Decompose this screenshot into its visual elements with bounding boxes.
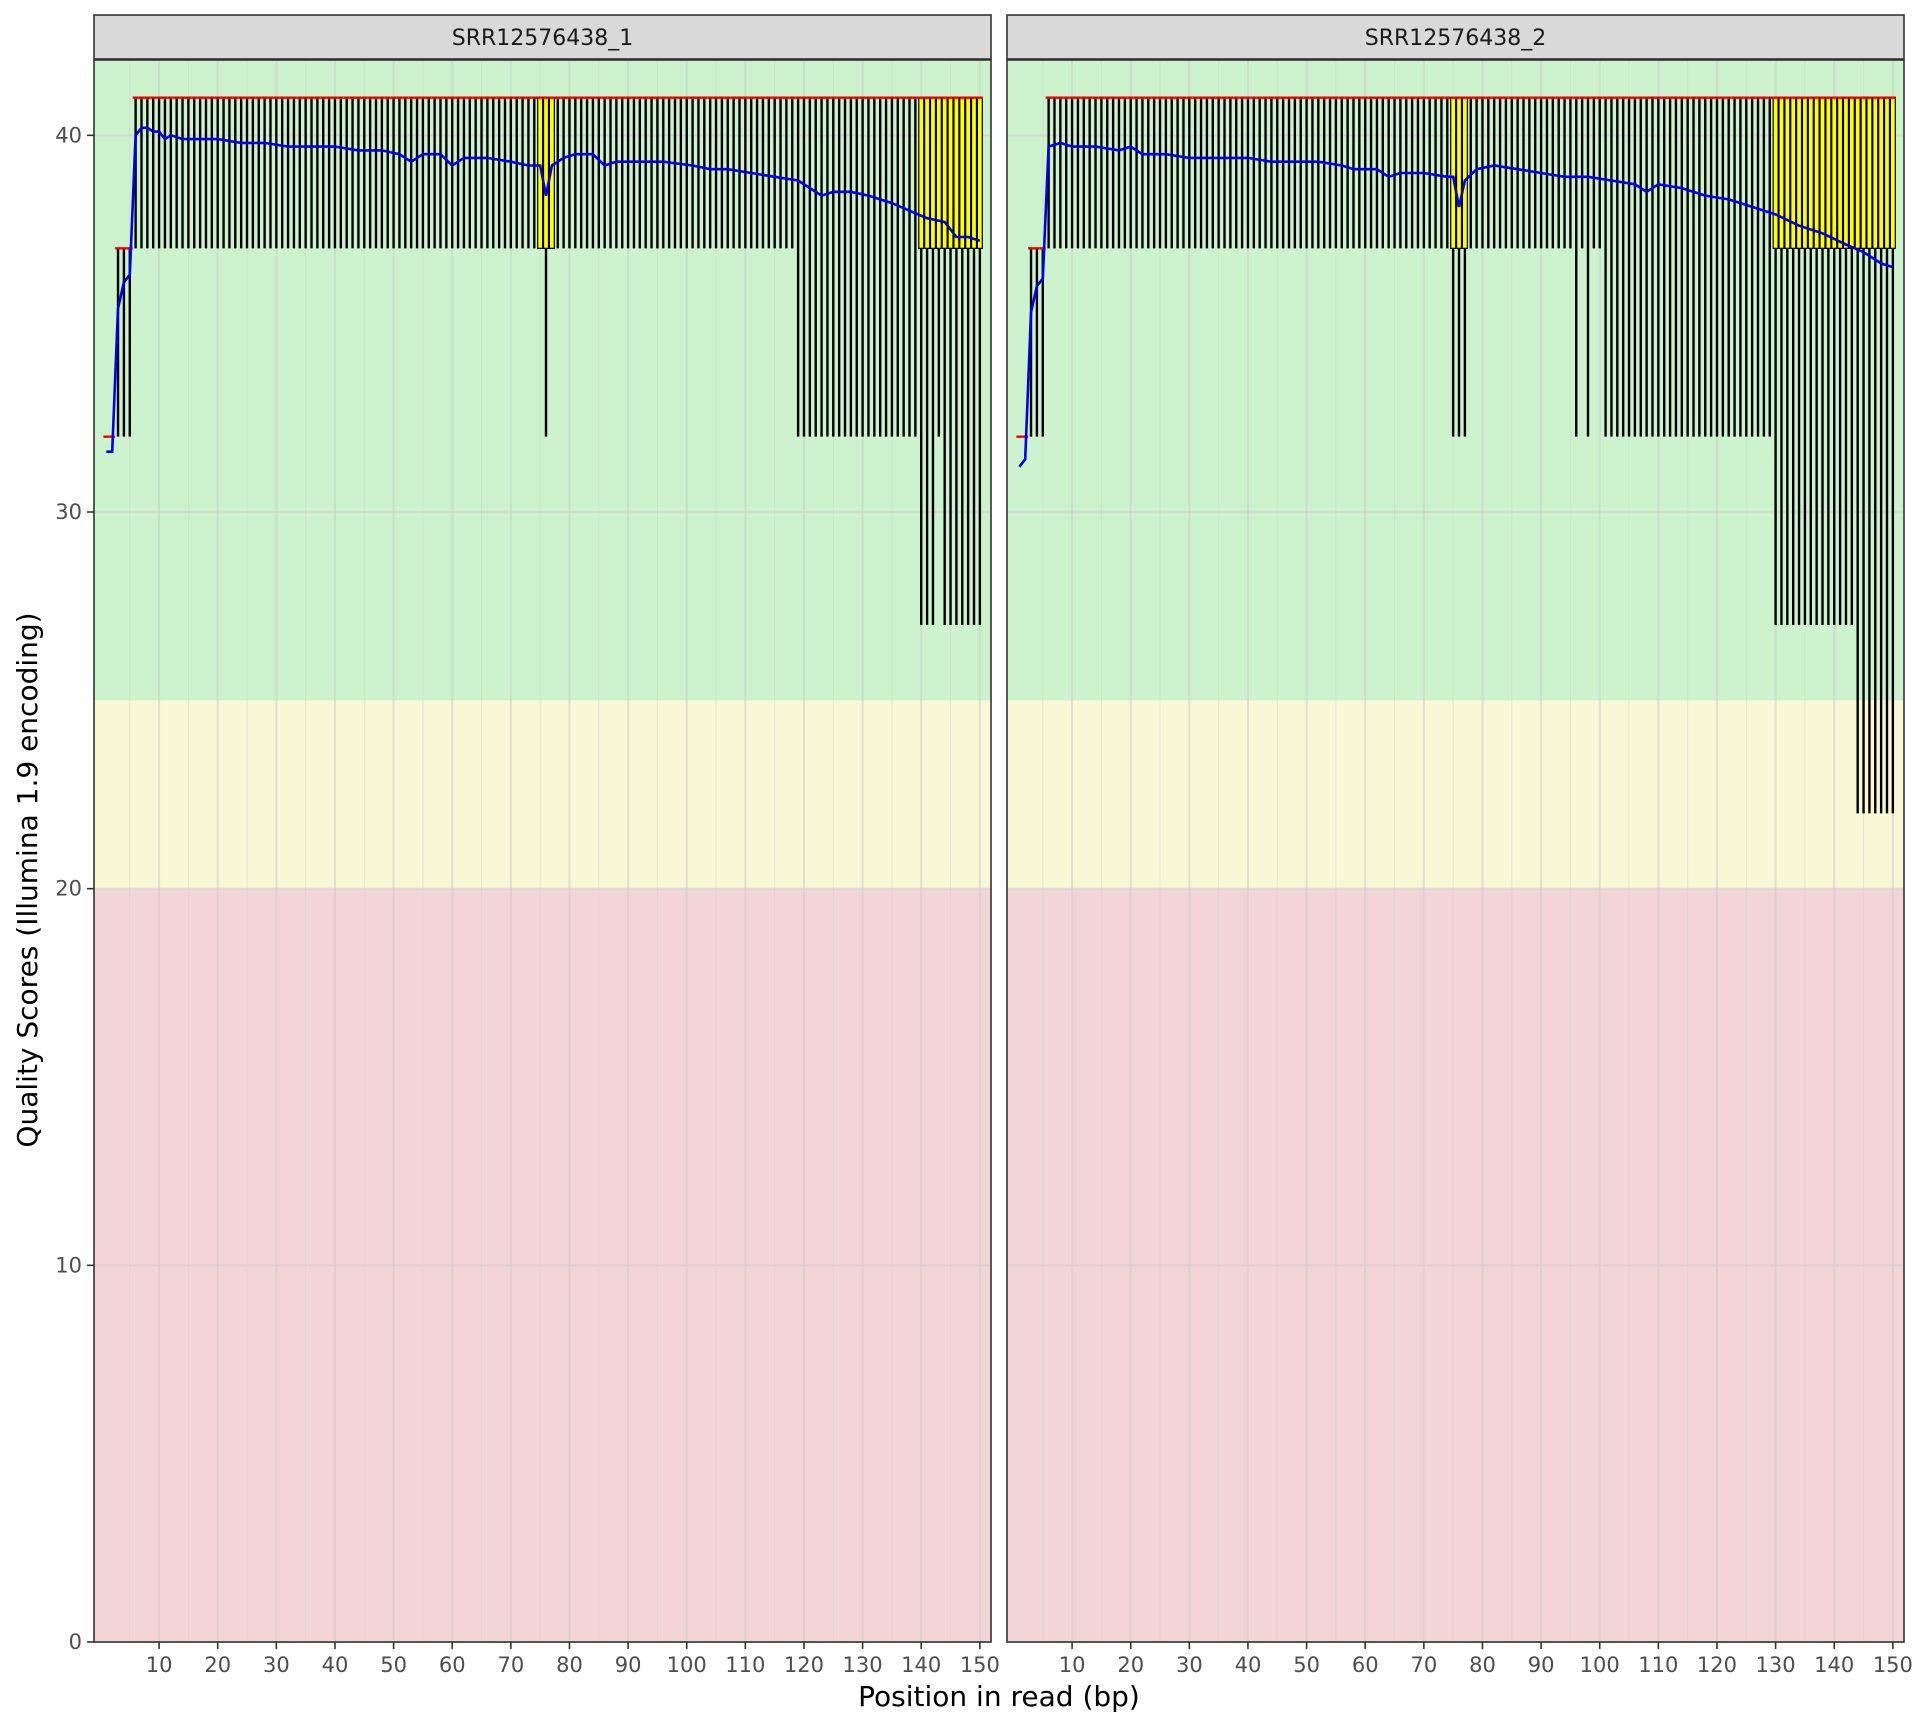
y-tick-label: 20 <box>55 877 82 901</box>
x-tick-label: 100 <box>667 1653 707 1677</box>
y-tick-label: 40 <box>55 123 82 147</box>
quartile-box <box>959 97 966 249</box>
x-axis-title: Position in read (bp) <box>858 1680 1140 1713</box>
x-tick-label: 110 <box>1638 1653 1678 1677</box>
quartile-box <box>1860 97 1867 249</box>
facet-panel: SRR12576438_2 10 20 30 40 50 60 70 80 90 100 110 120… <box>1006 14 1913 1677</box>
x-tick-label: 10 <box>146 1653 173 1677</box>
quartile-box <box>1784 97 1791 249</box>
quartile-box <box>953 97 960 249</box>
quartile-box <box>1872 97 1879 249</box>
quartile-box <box>1825 97 1832 249</box>
x-tick-label: 120 <box>1697 1653 1737 1677</box>
quartile-box <box>1807 97 1814 249</box>
quartile-box <box>1889 97 1896 249</box>
facet-strip-label: SRR12576438_1 <box>452 26 634 51</box>
facet-panels: SRR12576438_110 20 30 40 50 60 70 80 90 100 110 120… <box>55 14 1913 1677</box>
x-tick-label: 60 <box>439 1653 466 1677</box>
x-tick-label: 30 <box>1176 1653 1203 1677</box>
quartile-box <box>1831 97 1838 249</box>
quartile-box <box>1772 97 1779 249</box>
quartile-box <box>1778 97 1785 249</box>
x-tick-label: 130 <box>843 1653 883 1677</box>
quartile-box <box>1848 97 1855 249</box>
x-tick-label: 140 <box>901 1653 941 1677</box>
x-tick-label: 70 <box>1410 1653 1437 1677</box>
quartile-box <box>1450 97 1457 249</box>
x-tick-label: 120 <box>784 1653 824 1677</box>
quartile-box <box>976 97 983 249</box>
x-tick-label: 50 <box>380 1653 407 1677</box>
quartile-box <box>924 97 931 249</box>
quartile-box <box>1837 97 1844 249</box>
facet-strip-label: SRR12576438_2 <box>1365 26 1547 51</box>
x-tick-label: 80 <box>556 1653 583 1677</box>
quartile-box <box>1790 97 1797 249</box>
quartile-box <box>1883 97 1891 249</box>
x-tick-label: 150 <box>960 1653 1000 1677</box>
x-tick-label: 140 <box>1814 1653 1854 1677</box>
x-tick-label: 110 <box>725 1653 765 1677</box>
quartile-box <box>1878 97 1885 249</box>
mean-quality-line <box>1018 141 1894 468</box>
x-tick-label: 30 <box>263 1653 290 1677</box>
quartile-box <box>929 97 937 249</box>
x-tick-label: 60 <box>1352 1653 1379 1677</box>
x-tick-label: 10 <box>1059 1653 1086 1677</box>
quartile-box <box>970 97 978 249</box>
y-tick-label: 30 <box>55 500 82 524</box>
quality-band <box>1007 700 1904 889</box>
x-tick-label: 50 <box>1293 1653 1320 1677</box>
panel-border <box>93 59 992 1643</box>
quartile-box <box>542 97 550 249</box>
x-tick-label: 20 <box>204 1653 231 1677</box>
quartile-box <box>918 97 925 249</box>
quartile-box <box>1455 97 1463 249</box>
y-axis-title: Quality Scores (Illumina 1.9 encoding) <box>11 612 44 1147</box>
x-tick-label: 90 <box>615 1653 642 1677</box>
panel-border <box>1006 59 1905 1643</box>
x-tick-label: 40 <box>322 1653 349 1677</box>
facet-panel: SRR12576438_110 20 30 40 50 60 70 80 90 100 110 120… <box>55 14 1000 1677</box>
facet-strip <box>1006 14 1905 60</box>
y-tick-label: 0 <box>69 1630 82 1654</box>
y-tick-label: 10 <box>55 1253 82 1277</box>
quartile-box <box>1813 97 1820 249</box>
mean-quality-line <box>106 126 981 453</box>
x-tick-label: 100 <box>1580 1653 1620 1677</box>
facet-strip <box>93 14 992 60</box>
x-tick-label: 20 <box>1117 1653 1144 1677</box>
quartile-box <box>965 97 972 249</box>
x-tick-label: 80 <box>1469 1653 1496 1677</box>
x-tick-label: 70 <box>497 1653 524 1677</box>
quartile-box <box>935 97 942 249</box>
x-tick-label: 40 <box>1235 1653 1262 1677</box>
x-tick-label: 130 <box>1756 1653 1796 1677</box>
quartile-box <box>1854 97 1861 249</box>
quality-band <box>94 700 991 889</box>
quartile-box <box>1819 97 1826 249</box>
quartile-box <box>1842 97 1850 249</box>
quartile-box <box>1866 97 1873 249</box>
x-tick-label: 90 <box>1528 1653 1555 1677</box>
quartile-box <box>1461 97 1468 249</box>
x-tick-label: 150 <box>1873 1653 1913 1677</box>
